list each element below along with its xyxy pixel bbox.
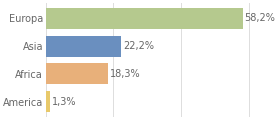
Text: 1,3%: 1,3% <box>52 97 77 107</box>
Text: 58,2%: 58,2% <box>245 13 276 23</box>
Bar <box>46 91 50 112</box>
Bar <box>46 63 108 84</box>
Text: 18,3%: 18,3% <box>110 69 140 79</box>
Bar <box>46 36 121 57</box>
Bar <box>46 8 242 29</box>
Text: 22,2%: 22,2% <box>123 41 154 51</box>
